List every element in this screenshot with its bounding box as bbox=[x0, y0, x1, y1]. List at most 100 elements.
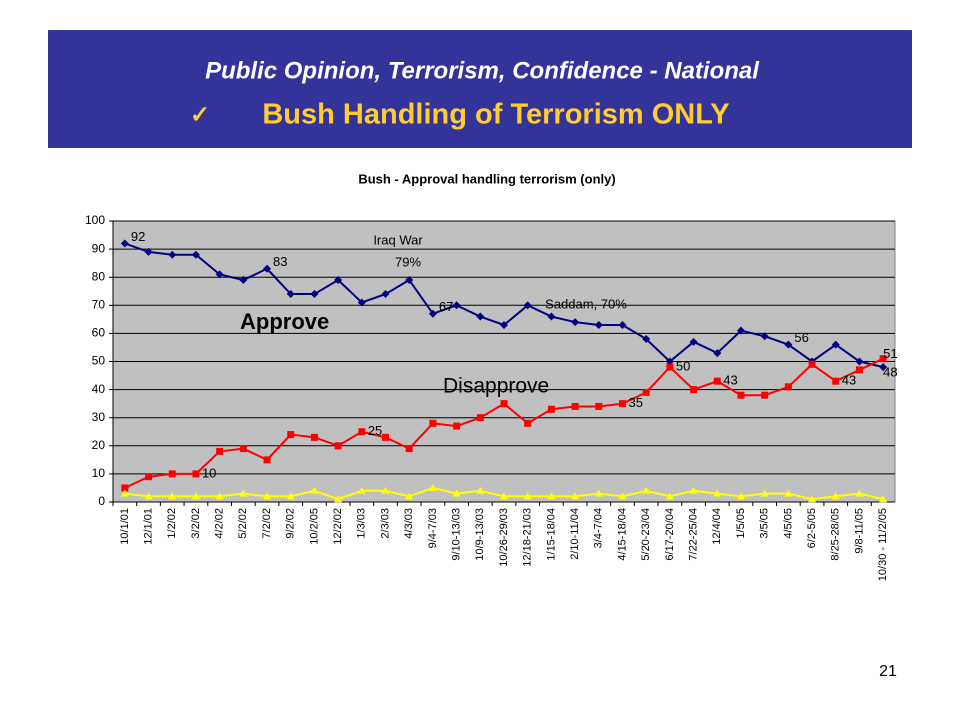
data-label: 56 bbox=[794, 330, 808, 345]
marker bbox=[736, 492, 745, 500]
marker bbox=[642, 388, 650, 396]
data-label: 50 bbox=[676, 359, 690, 374]
x-tick-label: 12/4/04 bbox=[711, 508, 723, 545]
marker bbox=[168, 470, 176, 478]
series-label: Disapprove bbox=[443, 375, 549, 398]
marker bbox=[428, 309, 437, 318]
marker bbox=[618, 400, 626, 408]
marker bbox=[382, 433, 390, 441]
data-label: 48 bbox=[883, 365, 897, 380]
marker bbox=[808, 495, 817, 503]
x-tick-label: 5/20-23/04 bbox=[640, 508, 652, 561]
x-tick-label: 1/5/05 bbox=[735, 508, 747, 539]
series-label: Approve bbox=[240, 309, 329, 334]
marker bbox=[357, 298, 366, 307]
marker bbox=[690, 386, 698, 394]
marker bbox=[666, 363, 674, 371]
data-label: 43 bbox=[723, 373, 737, 388]
marker bbox=[831, 492, 840, 500]
annotation: 79% bbox=[395, 254, 421, 269]
y-tick-label: 60 bbox=[92, 326, 106, 340]
x-tick-label: 12/18-21/03 bbox=[522, 508, 534, 567]
x-tick-label: 2/10-11/04 bbox=[569, 508, 581, 560]
x-tick-label: 5/2/02 bbox=[237, 508, 249, 539]
x-tick-label: 7/2/02 bbox=[261, 508, 273, 539]
slide-subtitle: Bush Handling of Terrorism ONLY bbox=[262, 99, 729, 131]
y-tick-label: 100 bbox=[85, 213, 105, 227]
marker bbox=[239, 445, 247, 453]
x-tick-label: 4/5/05 bbox=[782, 508, 794, 539]
slide-title: Public Opinion, Terrorism, Confidence - … bbox=[205, 57, 760, 84]
y-tick-label: 10 bbox=[92, 466, 106, 480]
marker bbox=[216, 447, 224, 455]
data-label: 51 bbox=[883, 346, 897, 361]
marker bbox=[476, 312, 485, 321]
y-tick-label: 80 bbox=[92, 269, 106, 283]
marker bbox=[594, 320, 603, 329]
marker bbox=[405, 445, 413, 453]
y-tick-label: 70 bbox=[92, 297, 106, 311]
y-tick-label: 30 bbox=[92, 410, 106, 424]
marker bbox=[191, 250, 200, 259]
x-tick-label: 1/2/02 bbox=[166, 508, 178, 539]
x-tick-label: 8/25-28/05 bbox=[830, 508, 842, 561]
marker bbox=[286, 290, 295, 299]
data-label: 10 bbox=[202, 465, 216, 480]
y-tick-label: 40 bbox=[92, 382, 106, 396]
y-tick-label: 50 bbox=[92, 354, 106, 368]
x-tick-label: 3/4-7/04 bbox=[593, 508, 605, 548]
x-tick-label: 12/1/01 bbox=[142, 508, 154, 545]
marker bbox=[452, 301, 461, 310]
marker bbox=[381, 290, 390, 299]
data-label: 43 bbox=[842, 373, 856, 388]
marker bbox=[144, 247, 153, 256]
marker bbox=[168, 492, 177, 500]
marker bbox=[452, 489, 461, 497]
marker bbox=[547, 492, 556, 500]
marker bbox=[642, 335, 651, 344]
marker bbox=[310, 433, 318, 441]
x-tick-label: 2/3/03 bbox=[379, 508, 391, 539]
x-tick-label: 1/15-18/04 bbox=[545, 508, 557, 561]
y-tick-label: 20 bbox=[92, 438, 106, 452]
marker bbox=[713, 377, 721, 385]
marker bbox=[831, 340, 840, 349]
marker bbox=[263, 456, 271, 464]
x-tick-label: 6/17-20/04 bbox=[664, 508, 676, 561]
marker bbox=[429, 419, 437, 427]
x-tick-label: 4/15-18/04 bbox=[616, 508, 628, 561]
marker bbox=[855, 357, 864, 366]
marker bbox=[737, 391, 745, 399]
marker bbox=[689, 486, 698, 494]
x-tick-label: 10/9-13/03 bbox=[474, 508, 486, 561]
marker bbox=[263, 492, 272, 500]
marker bbox=[334, 442, 342, 450]
annotation: Iraq War bbox=[373, 232, 423, 247]
marker bbox=[879, 495, 888, 503]
x-tick-label: 3/2/02 bbox=[190, 508, 202, 539]
y-tick-label: 90 bbox=[92, 241, 106, 255]
marker bbox=[121, 484, 129, 492]
marker bbox=[665, 357, 674, 366]
x-tick-label: 12/2/02 bbox=[332, 508, 344, 545]
x-tick-label: 10/2/05 bbox=[308, 508, 320, 545]
marker bbox=[287, 431, 295, 439]
marker bbox=[500, 492, 508, 500]
marker bbox=[547, 405, 555, 413]
marker bbox=[784, 489, 793, 497]
marker bbox=[286, 492, 295, 500]
marker bbox=[381, 486, 390, 494]
marker bbox=[761, 391, 769, 399]
x-tick-label: 9/4-7/03 bbox=[427, 508, 439, 548]
data-label: 67 bbox=[439, 299, 453, 314]
marker bbox=[239, 276, 248, 285]
marker bbox=[618, 320, 627, 329]
marker bbox=[500, 400, 508, 408]
marker bbox=[713, 349, 722, 358]
marker bbox=[192, 470, 200, 478]
marker bbox=[428, 483, 437, 491]
marker bbox=[618, 492, 627, 500]
x-tick-label: 10/30 - 11/2/05 bbox=[877, 508, 889, 581]
marker bbox=[879, 355, 887, 363]
x-tick-label: 9/2/02 bbox=[285, 508, 297, 539]
